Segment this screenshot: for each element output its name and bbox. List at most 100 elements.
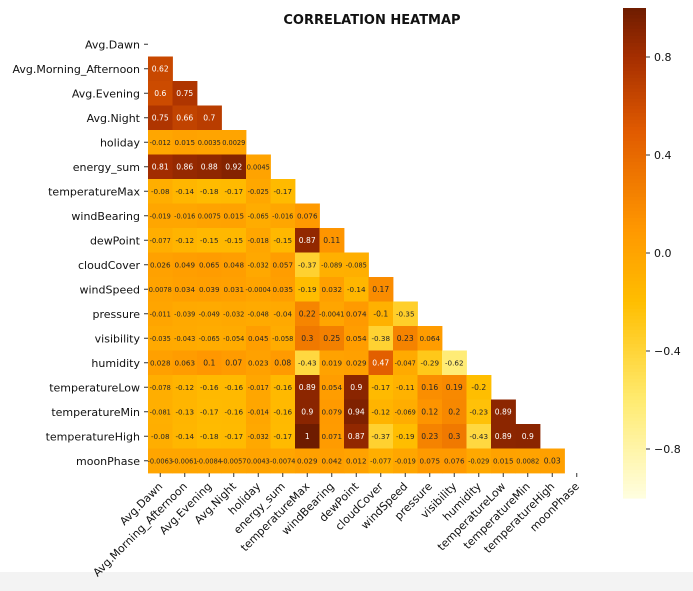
cell-value-label: -0.15 (273, 236, 292, 245)
heatmap-cell (221, 203, 247, 229)
cell-value-label: 0.66 (176, 113, 193, 122)
colorbar-segment (623, 344, 646, 349)
heatmap-cell (246, 154, 271, 180)
heatmap-cell (393, 326, 418, 351)
colorbar-segment (623, 452, 646, 457)
cell-value-label: 0.0043 (247, 457, 270, 465)
colorbar-segment (623, 158, 646, 163)
cell-value-label: -0.016 (174, 212, 195, 220)
y-tick-label: windSpeed (80, 283, 141, 296)
heatmap-cell (246, 350, 271, 376)
heatmap-cell (295, 375, 320, 400)
colorbar-segment (623, 382, 646, 387)
heatmap-cell (295, 301, 320, 327)
cell-value-label: -0.058 (272, 335, 293, 343)
heatmap-cell (319, 277, 345, 302)
heatmap-cell (197, 375, 222, 400)
cell-value-label: 0.92 (225, 162, 242, 171)
heatmap-cell (442, 350, 467, 376)
colorbar-segment (623, 253, 646, 258)
heatmap-cell (270, 424, 296, 449)
cell-value-label: 0.0075 (198, 212, 221, 220)
colorbar-tick-label: 0.4 (654, 149, 672, 162)
cell-value-label: 0.0045 (247, 163, 270, 171)
heatmap-cell (172, 277, 198, 302)
heatmap-cell (172, 81, 198, 106)
colorbar-segment (623, 46, 646, 51)
cell-value-label: 0.026 (150, 260, 171, 269)
colorbar-segment (623, 386, 646, 391)
heatmap-cell (344, 448, 369, 474)
heatmap-cell (148, 154, 173, 180)
y-tick-label: temperatureMax (48, 185, 140, 198)
heatmap-cell (148, 399, 173, 425)
heatmap-cell (368, 448, 394, 474)
colorbar-segment (623, 466, 646, 471)
heatmap-cell (148, 179, 173, 204)
cell-value-label: -0.29 (420, 358, 439, 367)
colorbar-segment (623, 197, 646, 202)
heatmap-cell (246, 228, 271, 253)
colorbar-segment (623, 32, 646, 37)
colorbar-tick-label: −0.8 (654, 443, 681, 456)
colorbar-segment (623, 64, 646, 69)
colorbar-segment (623, 239, 646, 244)
cell-value-label: 0.08 (274, 358, 291, 367)
colorbar-segment (623, 449, 646, 454)
colorbar-segment (623, 67, 646, 72)
colorbar-segment (623, 323, 646, 328)
cell-value-label: -0.035 (150, 335, 171, 343)
cell-value-label: 0.86 (176, 162, 193, 171)
heatmap-cell (270, 448, 296, 474)
heatmap-cell (172, 375, 198, 400)
cell-value-label: -0.012 (150, 139, 171, 147)
heatmap-cell (246, 375, 271, 400)
heatmap-cell (270, 179, 296, 204)
cell-value-label: -0.081 (150, 408, 171, 416)
heatmap-cell (295, 252, 320, 278)
cell-value-label: -0.17 (224, 432, 243, 441)
colorbar-segment (623, 270, 646, 275)
cell-value-label: 0.035 (272, 285, 293, 294)
cell-value-label: 0.057 (272, 260, 293, 269)
heatmap-cell (295, 228, 320, 253)
cell-value-label: 0.88 (201, 162, 218, 171)
cell-value-label: -0.38 (371, 334, 390, 343)
colorbar-segment (623, 480, 646, 485)
cell-value-label: 0.89 (495, 407, 512, 416)
colorbar-segment (623, 487, 646, 492)
cell-value-label: -0.032 (248, 261, 269, 269)
cell-value-label: -0.2 (471, 383, 486, 392)
cell-value-label: 0.039 (199, 285, 220, 294)
heatmap-cell (221, 301, 247, 327)
cell-value-label: 0.065 (199, 260, 220, 269)
heatmap-cell (368, 326, 394, 351)
colorbar-segment (623, 102, 646, 107)
heatmap-cell (491, 399, 516, 425)
cell-value-label: 0.81 (152, 162, 169, 171)
y-tick-label: pressure (92, 308, 140, 321)
cell-value-label: 0.62 (152, 64, 169, 73)
heatmap-cell (246, 277, 271, 302)
cell-value-label: 0.9 (522, 432, 534, 441)
cell-value-label: 0.16 (421, 383, 438, 392)
cell-value-label: 0.074 (346, 309, 367, 318)
colorbar-segment (623, 291, 646, 296)
heatmap-cell (148, 81, 173, 106)
cell-value-label: 0.048 (223, 260, 244, 269)
cell-value-label: -0.0061 (172, 457, 197, 465)
cell-value-label: 0.015 (223, 211, 244, 220)
colorbar-segment (623, 249, 646, 254)
heatmap-cell (393, 399, 418, 425)
colorbar-segment (623, 225, 646, 230)
heatmap-cell (319, 375, 345, 400)
colorbar-tick-label: 0.0 (654, 247, 672, 260)
heatmap-cell (417, 424, 443, 449)
cell-value-label: -0.016 (272, 212, 293, 220)
cell-value-label: -0.17 (371, 383, 390, 392)
cell-value-label: 0.029 (346, 358, 367, 367)
cell-value-label: 0.7 (203, 113, 215, 122)
cell-value-label: 0.079 (321, 407, 342, 416)
heatmap-cell (344, 375, 369, 400)
